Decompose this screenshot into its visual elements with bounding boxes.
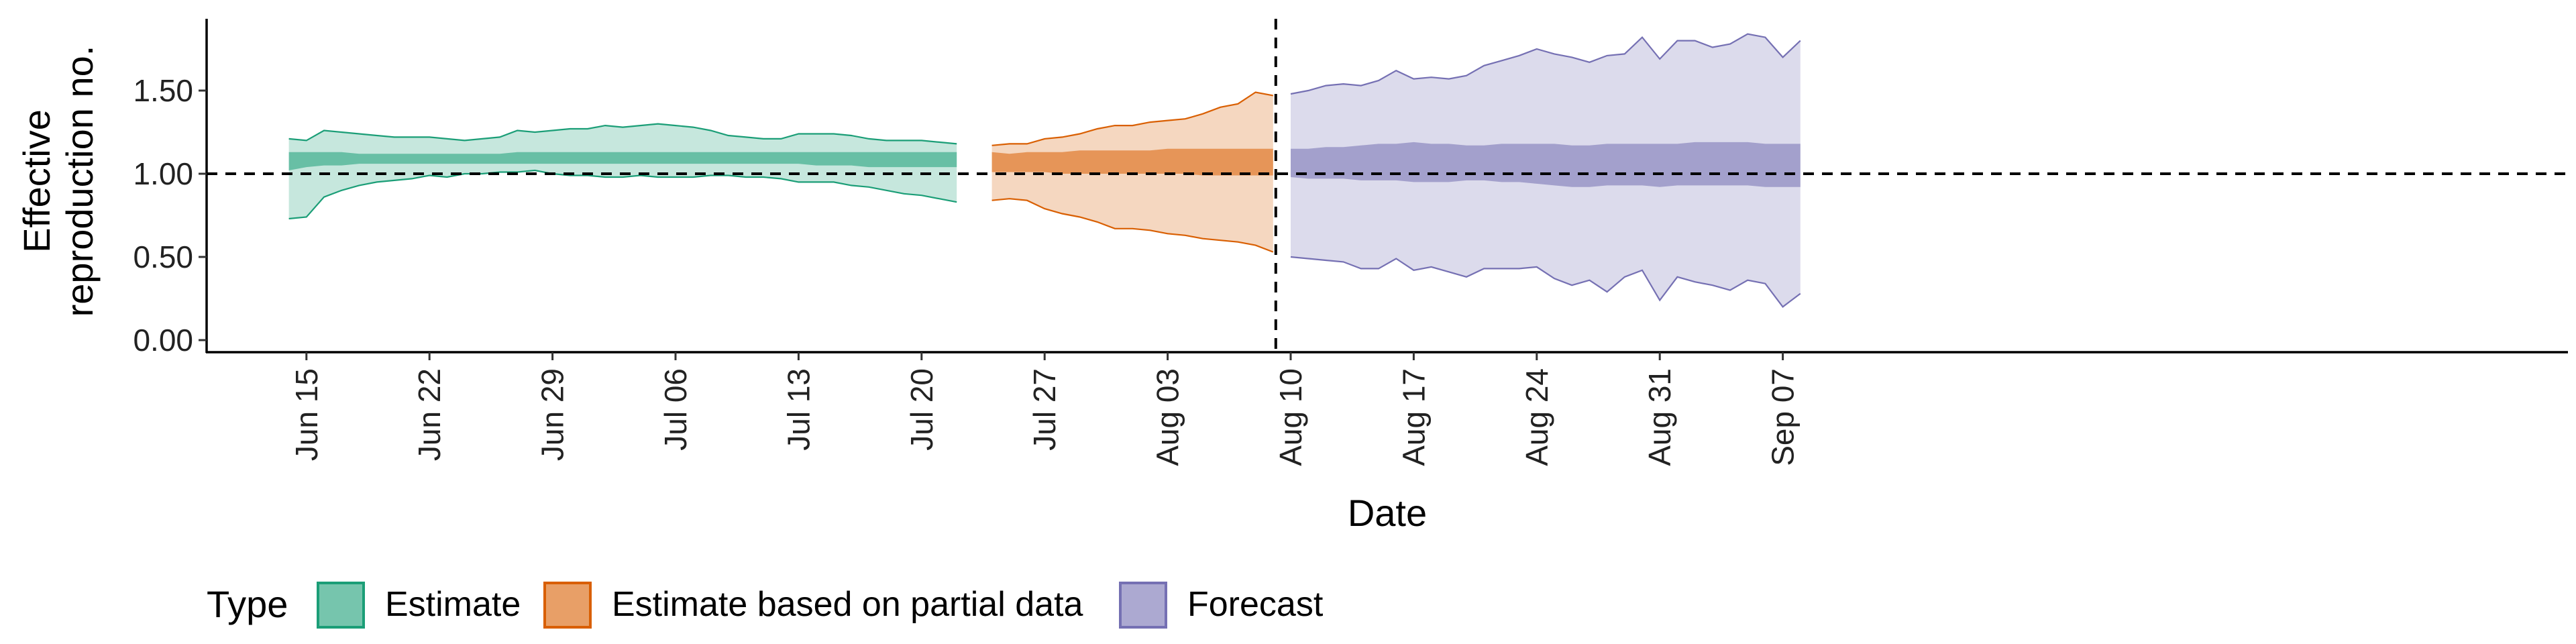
- x-tick-label: Jun 22: [412, 368, 447, 461]
- x-tick-label: Aug 31: [1642, 368, 1677, 466]
- x-tick-label: Jun 15: [289, 368, 324, 461]
- partial-upper-line: [991, 91, 1274, 146]
- forecast-band-50: [1291, 142, 1801, 187]
- y-tick-label: 0.50: [133, 239, 193, 274]
- y-axis-title-line: reproduction no.: [58, 46, 101, 317]
- x-tick-label: Jul 27: [1027, 368, 1062, 451]
- partial-lower-line: [991, 198, 1274, 253]
- x-tick-label: Aug 17: [1396, 368, 1431, 466]
- x-tick-label: Jul 06: [658, 368, 693, 451]
- y-tick-label: 0.00: [133, 323, 193, 358]
- x-tick-label: Aug 03: [1150, 368, 1185, 466]
- partial-band-50: [991, 148, 1273, 176]
- x-tick-label: Sep 07: [1766, 368, 1801, 466]
- y-axis-title-line: Effective: [15, 109, 58, 253]
- legend-key: [317, 582, 365, 629]
- axes-layer: [199, 19, 2568, 360]
- x-tick-label: Aug 24: [1519, 368, 1554, 466]
- x-tick-label: Jul 20: [904, 368, 939, 451]
- y-tick-label: 1.00: [133, 156, 193, 191]
- legend-label: Forecast: [1187, 585, 1324, 624]
- estimate-lower-line: [288, 169, 957, 220]
- legend-key: [1119, 582, 1167, 629]
- x-tick-label: Jul 13: [781, 368, 816, 451]
- y-axis-title: Effectivereproduction no.: [15, 46, 101, 317]
- forecast-lower-line: [1290, 256, 1801, 308]
- x-axis-title: Date: [1348, 492, 1427, 534]
- estimate-band-90: [288, 123, 957, 219]
- estimate-upper-line: [288, 123, 957, 145]
- labels-layer: 0.00 0.50 1.00 1.50 Jun 15 Jun 22 Jun 29 Jul 06…: [15, 46, 1801, 534]
- x-tick-label: Jun 29: [535, 368, 570, 461]
- legend-title: Type: [207, 583, 288, 625]
- legend-label: Estimate based on partial data: [612, 585, 1083, 624]
- legend: Type Estimate Estimate based on partial da…: [207, 582, 1324, 629]
- legend-label: Estimate: [385, 585, 521, 624]
- bands-layer: [288, 33, 1801, 308]
- y-tick-label: 1.50: [133, 73, 193, 108]
- x-tick-label: Aug 10: [1273, 368, 1308, 466]
- estimate-band-50: [288, 152, 957, 170]
- legend-key: [543, 582, 592, 629]
- forecast-upper-line: [1290, 33, 1801, 95]
